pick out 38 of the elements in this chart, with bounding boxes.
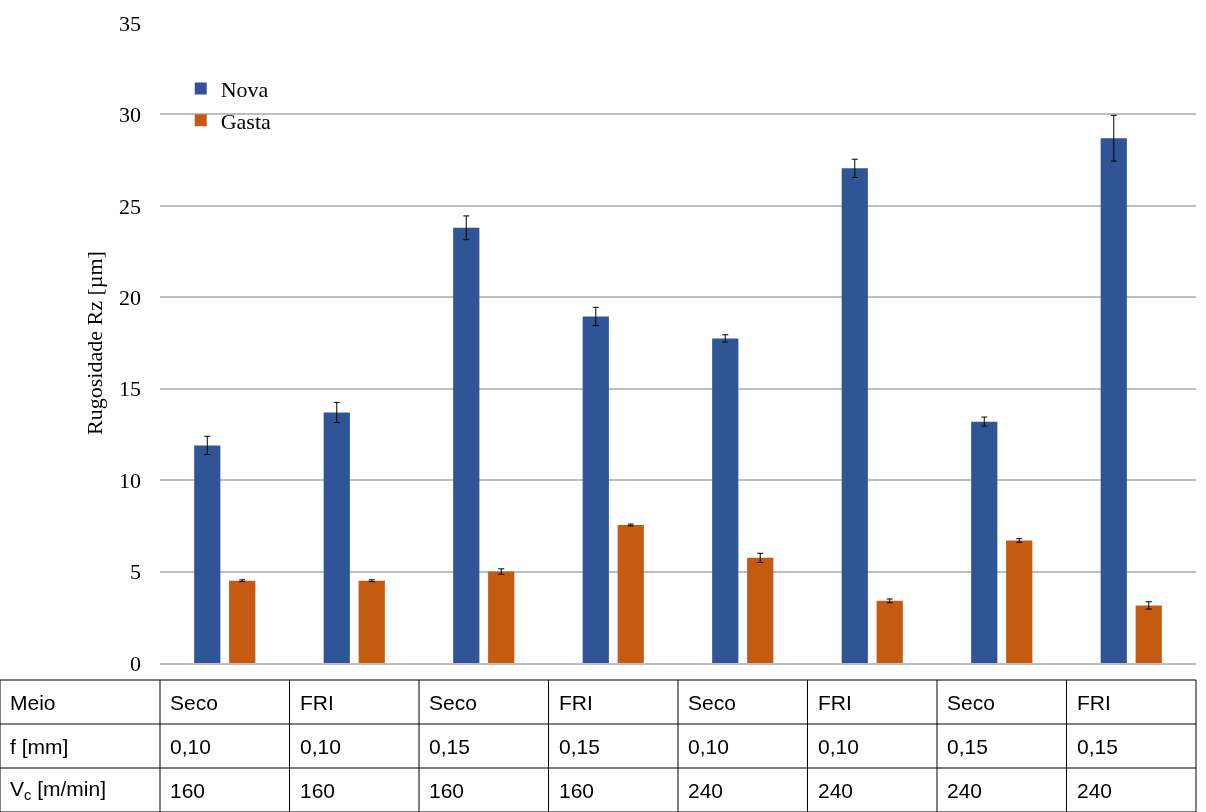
y-tick-label: 20 xyxy=(119,284,141,310)
x-tick-label: Seco 0,10 160 xyxy=(170,691,218,802)
bar xyxy=(582,316,609,663)
bar xyxy=(971,421,998,663)
bar xyxy=(841,168,868,663)
bar xyxy=(358,580,385,663)
y-tick-label: 0 xyxy=(130,650,141,676)
x-tick-label: Seco 0,15 160 xyxy=(429,691,477,802)
y-tick-label: 5 xyxy=(130,559,141,585)
bar xyxy=(712,338,739,663)
text: f [mm] xyxy=(10,735,69,758)
bar xyxy=(488,571,515,663)
bar xyxy=(876,600,903,663)
legend-label: Nova xyxy=(220,77,269,103)
text: V$_{c}$ [m/min] xyxy=(10,777,107,804)
bar xyxy=(1006,540,1033,663)
bar xyxy=(1100,138,1127,663)
bar xyxy=(747,557,774,663)
x-tick-label: Seco 0,15 240 xyxy=(947,691,995,802)
bar xyxy=(617,524,644,663)
legend-label: Gasta xyxy=(220,108,272,134)
y-tick-label: 35 xyxy=(119,10,141,36)
y-tick-label: 25 xyxy=(119,193,141,219)
x-tick-label: FRI 0,15 160 xyxy=(559,691,600,802)
y-tick-label: 30 xyxy=(119,102,141,128)
bar xyxy=(323,412,350,663)
y-axis-title: Rugosidade Rz [µm] xyxy=(81,251,107,435)
y-tick-label: 15 xyxy=(119,376,141,402)
y-tick-label: 10 xyxy=(119,467,141,493)
bar xyxy=(194,445,221,663)
x-tick-label: Seco 0,10 240 xyxy=(688,691,736,802)
bar xyxy=(453,227,480,663)
bar xyxy=(1135,605,1162,663)
text: Meio xyxy=(10,691,56,714)
x-tick-label: FRI 0,10 240 xyxy=(818,691,859,802)
x-tick-label: FRI 0,15 240 xyxy=(1077,691,1118,802)
bar xyxy=(229,580,256,663)
x-tick-label: FRI 0,10 160 xyxy=(300,691,341,802)
